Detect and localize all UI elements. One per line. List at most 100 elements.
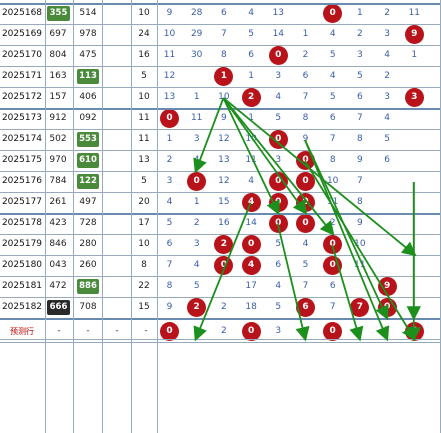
issue-number: 2025176 (1, 176, 43, 186)
digit-cell: 5 (275, 239, 282, 249)
digit-cell: 3 (166, 176, 173, 186)
digit-cell: 5 (193, 281, 200, 291)
odd-cell: 092 (79, 113, 97, 123)
grid-line (131, 0, 132, 433)
digit-cell: 2 (221, 302, 227, 312)
digit-cell: 4 (302, 239, 309, 249)
odd-cell: 553 (77, 132, 99, 147)
digit-cell: 5 (248, 29, 254, 39)
digit-cell: 2 (166, 155, 173, 165)
trend-arrow (222, 97, 335, 236)
sum-cell: 502 (49, 134, 67, 144)
table-row: 2025181 472 886 22 8 5 17 4 7 6 9 (0, 276, 441, 297)
sum-cell: 355 (47, 6, 70, 21)
digit-cell: 5 (166, 218, 173, 228)
trend-arrow (222, 97, 280, 216)
digit-cell: 11 (190, 113, 203, 123)
digit-cell: 14 (272, 29, 285, 39)
digit-cell: 6 (221, 8, 227, 18)
grid-line (0, 339, 441, 340)
digit-cell: 9 (166, 8, 173, 18)
grid-line (0, 129, 441, 130)
grid-line (0, 192, 441, 193)
hit-ball: 0 (296, 214, 315, 233)
grid-line (0, 3, 441, 5)
hit-ball: 2 (214, 235, 234, 254)
digit-cell: 5 (329, 92, 336, 102)
hit-ball: 0 (268, 130, 288, 149)
digit-cell: 3 (275, 71, 282, 81)
digit-cell: 2 (357, 29, 363, 39)
sum-cell: 804 (49, 50, 67, 60)
issue-number: 2025172 (1, 92, 43, 102)
sum-cell: 846 (49, 239, 67, 249)
grid-line (0, 213, 441, 215)
sum-cell: 784 (49, 176, 67, 186)
trend-arrow (193, 202, 252, 342)
span-cell: 8 (141, 260, 147, 270)
digit-cell: 2 (384, 8, 390, 18)
table-row: 2025170 804 475 16 11 30 8 6 2 5 3 4 1 0 (0, 45, 441, 66)
digit-cell: 8 (302, 113, 309, 123)
grid-line (0, 108, 441, 110)
grid-line (0, 150, 441, 151)
digit-cell: 5 (384, 134, 390, 144)
digit-cell: 4 (248, 176, 254, 186)
span-cell: 20 (138, 197, 150, 207)
digit-cell: 13 (272, 8, 285, 18)
span-cell: 11 (138, 134, 150, 144)
digit-cell: 9 (357, 155, 363, 165)
digit-cell: 6 (357, 92, 363, 102)
digit-cell: 12 (163, 71, 176, 81)
span-cell: 13 (138, 155, 150, 165)
digit-cell: 5 (275, 113, 282, 123)
issue-number: 2025169 (1, 29, 43, 39)
hit-ball: 6 (296, 298, 315, 317)
issue-number: 2025175 (1, 155, 43, 165)
digit-cell: 3 (357, 50, 363, 60)
digit-cell: 10 (354, 239, 366, 249)
odd-cell: 514 (79, 8, 97, 18)
digit-cell: 3 (384, 29, 390, 39)
digit-cell: 4 (275, 281, 282, 291)
digit-cell: 12 (218, 176, 230, 186)
hit-ball: 0 (160, 109, 179, 128)
digit-cell: 4 (384, 113, 390, 123)
hit-ball: 4 (241, 256, 261, 275)
digit-cell: 14 (245, 218, 257, 228)
table-row: 2025168355514109286413312110 (0, 3, 441, 24)
dash-cell: - (144, 326, 148, 336)
span-cell: 17 (138, 218, 150, 228)
hit-ball: 0 (187, 172, 207, 191)
digit-cell: 7 (221, 29, 227, 39)
issue-number: 2025181 (1, 281, 43, 291)
hit-ball: 9 (377, 277, 397, 296)
hit-ball: 0 (323, 235, 343, 254)
digit-cell: 10 (163, 29, 176, 39)
odd-cell: 113 (77, 69, 99, 84)
grid-line (157, 0, 158, 433)
digit-cell: 8 (329, 155, 336, 165)
grid-line (0, 45, 441, 46)
table-row: 2025182 666 708 15 9 2 18 5 7 2 6 7 0 (0, 297, 441, 318)
hit-ball: 4 (241, 193, 261, 212)
digit-cell: 1 (166, 134, 173, 144)
hit-ball: 9 (404, 25, 424, 44)
trend-arrow (331, 244, 364, 342)
digit-cell: 11 (245, 155, 257, 165)
span-cell: 24 (138, 29, 150, 39)
digit-cell: 8 (166, 281, 173, 291)
sum-cell: 423 (49, 218, 67, 228)
digit-cell: 4 (329, 71, 336, 81)
digit-cell: 17 (245, 281, 257, 291)
hit-ball: 0 (296, 151, 315, 170)
sum-cell: 157 (49, 92, 67, 102)
odd-cell: 708 (79, 302, 97, 312)
issue-number: 2025173 (1, 113, 43, 123)
digit-cell: 7 (329, 302, 336, 312)
odd-cell: 978 (79, 29, 97, 39)
dash-cell: - (57, 326, 61, 336)
digit-cell: 3 (384, 92, 390, 102)
odd-cell: 886 (77, 279, 99, 294)
